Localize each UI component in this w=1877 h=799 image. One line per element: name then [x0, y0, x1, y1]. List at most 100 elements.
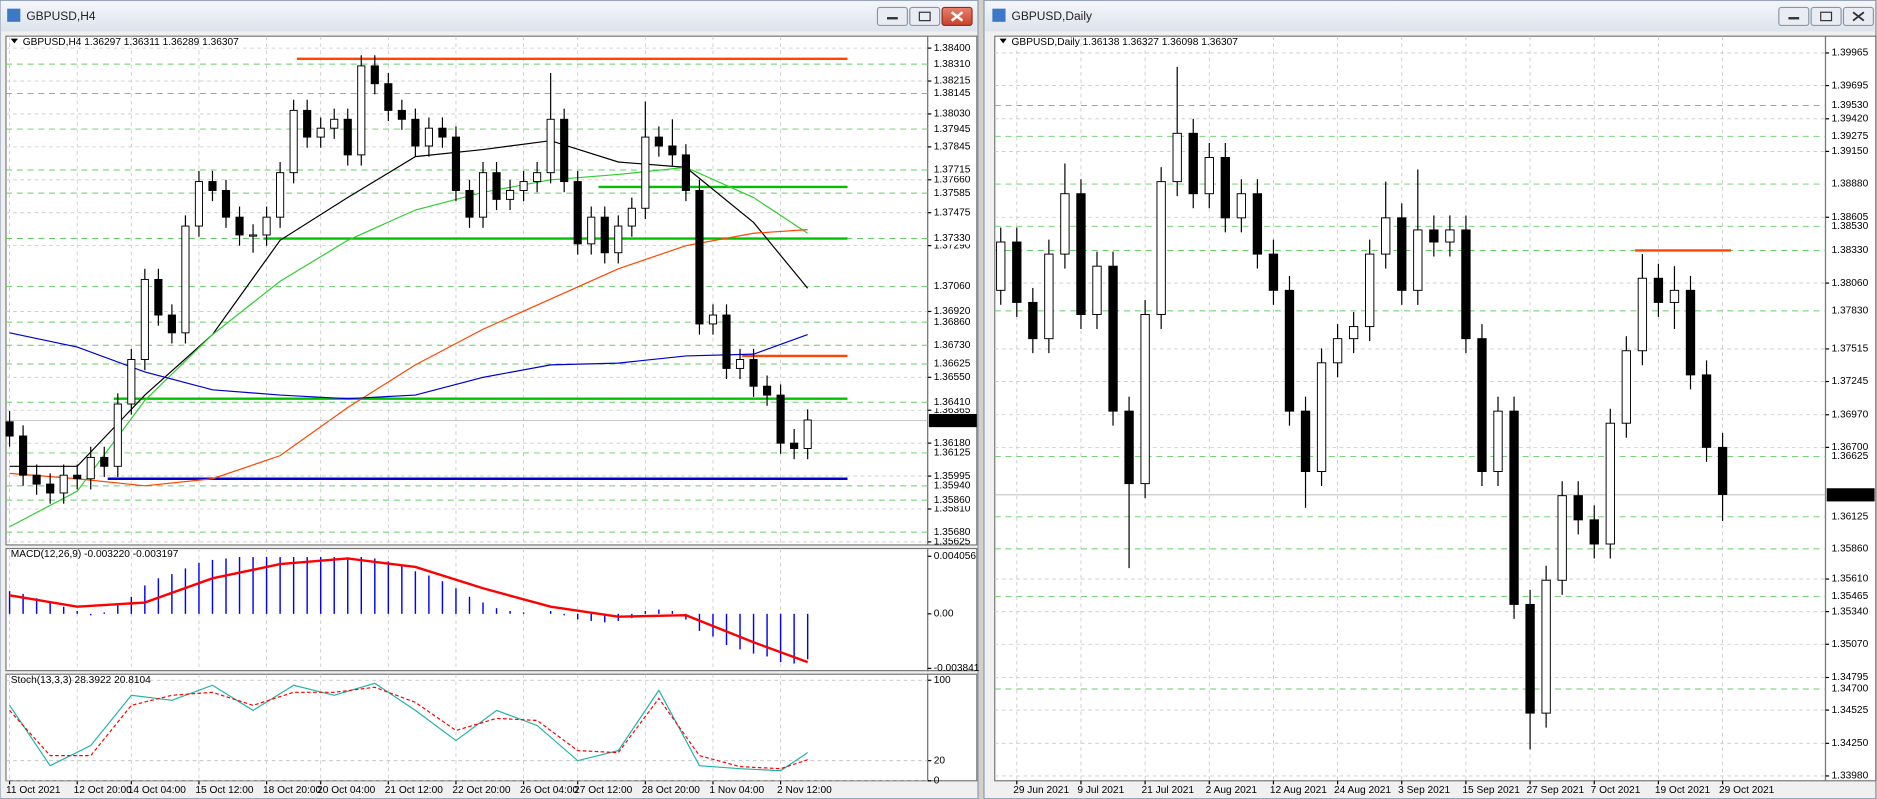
- y-tick-label: 1.37290: [934, 240, 971, 251]
- candle-body: [384, 83, 393, 111]
- y-tick-label: 1.37660: [934, 174, 971, 185]
- level-label: 1.36125: [1832, 512, 1869, 523]
- y-tick-label: 1.37515: [1832, 344, 1869, 355]
- candle-body: [451, 136, 461, 191]
- candle-body: [1044, 253, 1054, 340]
- level-label: 1.37715: [934, 165, 971, 176]
- maximize-button[interactable]: [909, 6, 941, 27]
- y-tick-label: 1.34525: [1832, 705, 1869, 716]
- candle-body: [32, 474, 41, 485]
- indicator-line: [9, 686, 808, 770]
- candle-body: [1525, 603, 1535, 714]
- y-tick-label: 1.36970: [1832, 409, 1869, 420]
- candle-body: [59, 474, 68, 494]
- level-label: 1.36625: [934, 359, 971, 370]
- date-label: 28 Oct 20:00: [642, 785, 701, 796]
- candle-body: [289, 109, 298, 174]
- candle-body: [790, 442, 799, 449]
- date-label: 24 Aug 2021: [1334, 785, 1391, 796]
- title-bar: [985, 1, 1875, 32]
- candle-body: [1076, 193, 1086, 315]
- level-label: 1.39530: [1832, 100, 1869, 111]
- candle-body: [996, 241, 1006, 291]
- level-label: 1.35940: [934, 481, 971, 492]
- indicator-line: [9, 557, 809, 664]
- indicator-line: [9, 332, 808, 400]
- level-label-bg: [930, 187, 976, 200]
- date-label: 15 Sep 2021: [1462, 785, 1520, 796]
- minimize-button[interactable]: [1778, 6, 1810, 27]
- y-tick-label: 1.35810: [934, 504, 971, 515]
- candle-body: [100, 456, 109, 467]
- candle-body: [1669, 289, 1680, 303]
- candle-body: [1172, 132, 1182, 183]
- y-tick-label: 1.38060: [1832, 278, 1869, 289]
- candle-body: [248, 234, 258, 237]
- current-price-box: [928, 413, 977, 428]
- y-tick-label: 1.35625: [934, 537, 971, 548]
- level-label: 1.35860: [934, 495, 971, 506]
- candle-body: [1589, 519, 1599, 545]
- current-price-box: [1826, 488, 1875, 502]
- candle-body: [1028, 301, 1038, 340]
- candle-body: [803, 419, 812, 449]
- date-label: 9 Jul 2021: [1077, 785, 1124, 796]
- price-axis: [1824, 35, 1877, 782]
- candle-body: [1156, 181, 1166, 315]
- candle-body: [1509, 410, 1519, 605]
- level-label: 1.37585: [934, 188, 971, 199]
- candle-body: [492, 172, 501, 200]
- candle-body: [1621, 350, 1632, 424]
- candle-body: [154, 278, 163, 316]
- date-label: 27 Oct 12:00: [574, 785, 633, 796]
- candle-body: [1300, 410, 1311, 473]
- y-tick-label: 1.37475: [934, 207, 971, 218]
- candle-body: [1701, 374, 1712, 448]
- candle-body: [1605, 422, 1615, 545]
- y-tick-label: 0.00: [934, 609, 954, 620]
- candle-body: [1573, 495, 1583, 521]
- candle-body: [5, 421, 14, 437]
- date-label: 2 Nov 12:00: [777, 785, 832, 796]
- candle-body: [411, 118, 420, 147]
- date-label: 12 Aug 2021: [1270, 785, 1327, 796]
- chart-header: Stoch(13,3,3) 28.3922 20.8104: [11, 675, 151, 686]
- maximize-button[interactable]: [1810, 6, 1842, 27]
- close-glyph: [1852, 11, 1865, 22]
- candle-body: [1348, 326, 1359, 340]
- candle-body: [722, 314, 731, 369]
- y-tick-label: 1.34795: [1832, 672, 1869, 683]
- candle-body: [140, 278, 149, 361]
- header-triangle: [999, 38, 1007, 44]
- date-label: 21 Oct 12:00: [385, 785, 444, 796]
- level-label-bg: [930, 316, 976, 329]
- level-label: 1.37945: [934, 124, 971, 135]
- plot-area: [994, 35, 1827, 782]
- level-label: 1.36625: [1832, 451, 1869, 462]
- candle-body: [519, 181, 528, 191]
- candle-body: [695, 189, 704, 325]
- candle-body: [1268, 253, 1279, 291]
- candle-body: [465, 189, 474, 218]
- window-title: GBPUSD,H4: [26, 9, 96, 23]
- candle-body: [1188, 132, 1198, 195]
- candle-body: [668, 145, 677, 156]
- candle-body: [627, 207, 636, 227]
- date-label: 1 Nov 04:00: [709, 785, 764, 796]
- date-label: 19 Oct 2021: [1655, 785, 1711, 796]
- candle-body: [505, 189, 515, 200]
- candle-body: [370, 65, 379, 85]
- y-tick-label: 1.36365: [934, 405, 971, 416]
- level-label-bg: [930, 123, 976, 136]
- level-label: 1.36860: [934, 317, 971, 328]
- candle-body: [1365, 253, 1375, 328]
- candle-body: [546, 118, 555, 174]
- date-label: 26 Oct 04:00: [520, 785, 579, 796]
- level-label-bg: [1827, 244, 1874, 257]
- candle-body: [1557, 495, 1567, 581]
- level-label: 1.38310: [934, 59, 971, 70]
- minimize-button[interactable]: [876, 6, 908, 27]
- candle-body: [1060, 193, 1070, 255]
- candle-body: [194, 181, 204, 227]
- level-label: 1.34700: [1832, 684, 1869, 695]
